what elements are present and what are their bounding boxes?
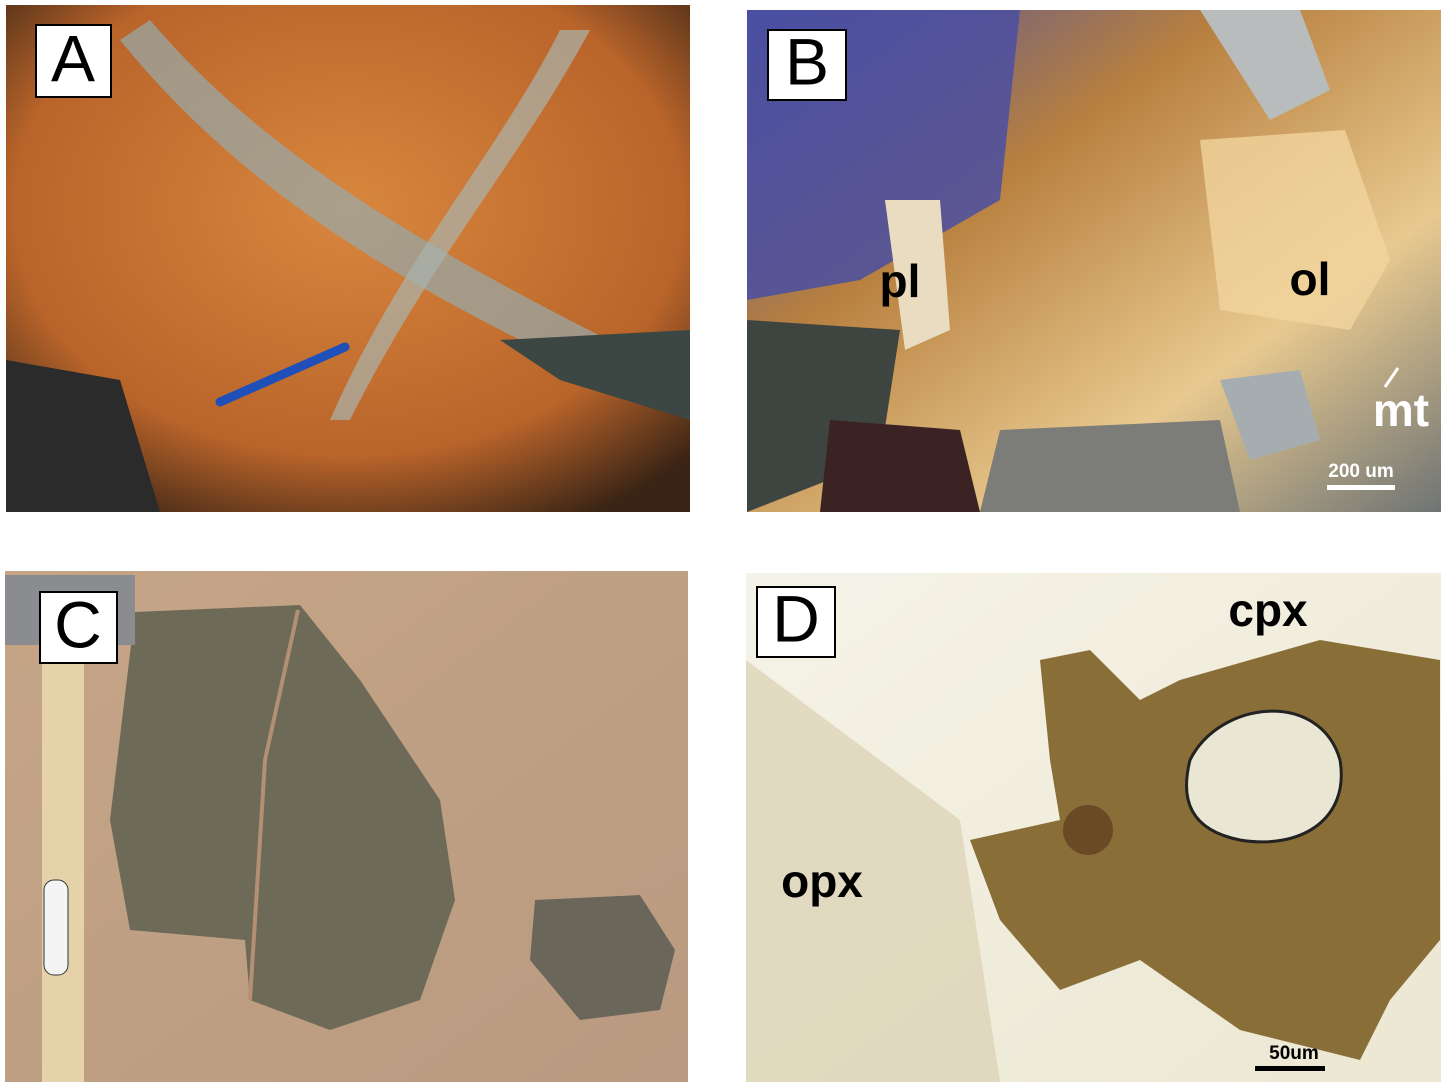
vein bbox=[330, 30, 590, 420]
grain bbox=[980, 420, 1240, 512]
cpx-grain bbox=[1185, 709, 1343, 844]
label-box bbox=[756, 586, 836, 658]
scale-label: 50um bbox=[1269, 1043, 1319, 1064]
grain bbox=[1200, 10, 1330, 120]
annotation: ol bbox=[1290, 253, 1331, 305]
pencil bbox=[215, 342, 350, 407]
scale-label: 200 um bbox=[1328, 461, 1393, 482]
crack bbox=[248, 609, 300, 1001]
label-box bbox=[35, 24, 112, 98]
label-box bbox=[767, 29, 847, 101]
label-box bbox=[39, 591, 118, 664]
xenolith bbox=[110, 605, 455, 1030]
panel-c: C bbox=[5, 571, 688, 1082]
grain bbox=[885, 200, 950, 350]
panel-label: A bbox=[51, 21, 95, 95]
grain bbox=[1200, 130, 1390, 330]
panel-label: B bbox=[785, 24, 829, 98]
annotation: cpx bbox=[1228, 584, 1308, 636]
grain bbox=[820, 420, 980, 512]
scale-bar bbox=[1255, 1066, 1325, 1071]
scale-bar bbox=[1327, 485, 1395, 490]
panel-label: D bbox=[772, 581, 820, 655]
annotation: opx bbox=[781, 855, 863, 907]
tape bbox=[43, 879, 69, 976]
panel-b: B pl ol mt 200 um bbox=[747, 10, 1441, 512]
bubble bbox=[1063, 805, 1113, 855]
panel-label: C bbox=[54, 587, 102, 661]
opx-grain bbox=[746, 660, 1000, 1082]
dark-rock bbox=[6, 360, 160, 512]
vein bbox=[120, 20, 690, 420]
pointer bbox=[1383, 367, 1400, 388]
panel-a: A bbox=[6, 5, 690, 512]
annotation: mt bbox=[1373, 384, 1429, 436]
annotation: pl bbox=[880, 255, 921, 307]
panel-d: D cpx opx 50um bbox=[746, 573, 1441, 1082]
grain bbox=[1220, 370, 1320, 460]
dark-rock bbox=[500, 330, 690, 420]
xenolith bbox=[530, 895, 675, 1020]
